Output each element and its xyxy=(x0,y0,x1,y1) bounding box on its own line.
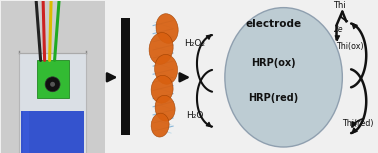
FancyBboxPatch shape xyxy=(19,53,87,153)
Ellipse shape xyxy=(151,113,169,137)
Text: electrode: electrode xyxy=(246,19,302,29)
Bar xyxy=(23,111,29,153)
Bar xyxy=(121,18,130,135)
Ellipse shape xyxy=(149,33,173,64)
Text: HRP(ox): HRP(ox) xyxy=(251,58,296,68)
Ellipse shape xyxy=(225,8,342,147)
Ellipse shape xyxy=(155,54,178,84)
Text: Thi: Thi xyxy=(333,1,346,10)
Bar xyxy=(21,111,84,153)
Text: Thi(ox): Thi(ox) xyxy=(336,42,363,51)
Bar xyxy=(1,1,105,153)
Ellipse shape xyxy=(156,14,178,43)
Bar xyxy=(37,60,68,98)
Circle shape xyxy=(45,77,60,92)
Ellipse shape xyxy=(151,75,173,103)
Text: 2e: 2e xyxy=(335,25,344,34)
Text: H₂O₂: H₂O₂ xyxy=(184,39,206,48)
Text: Thi(red): Thi(red) xyxy=(342,119,373,128)
Text: H₂O: H₂O xyxy=(186,111,204,120)
Ellipse shape xyxy=(155,95,175,121)
Circle shape xyxy=(50,82,55,87)
Text: HRP(red): HRP(red) xyxy=(248,93,299,103)
